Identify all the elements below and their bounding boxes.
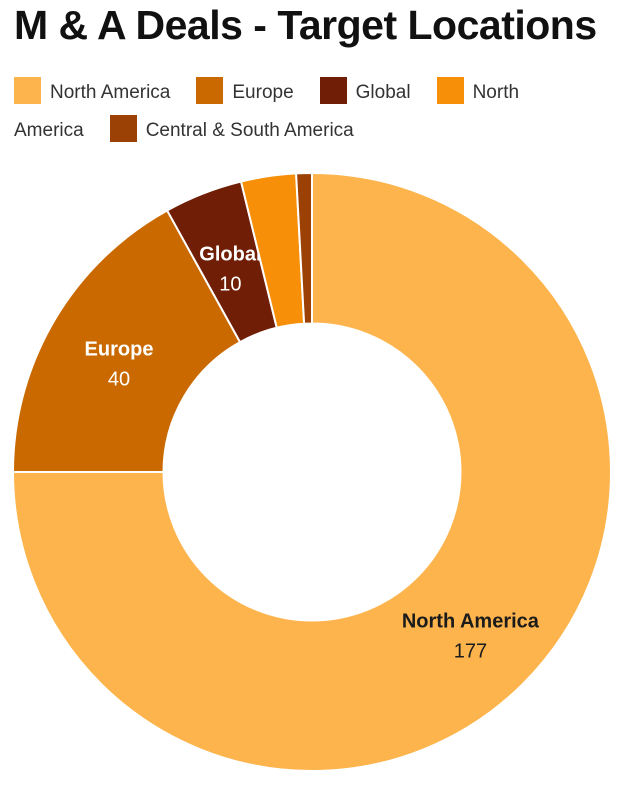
pie-slice-4-central-south-america[interactable] — [295, 172, 313, 325]
legend-swatch-icon — [196, 77, 224, 104]
slice-label-name-global: Global — [199, 243, 261, 265]
legend-swatch-icon — [436, 77, 464, 104]
pie-slice-1-europe[interactable] — [12, 209, 242, 473]
slice-label-name-north-america: North America — [402, 610, 540, 632]
pie-slice-0-north-america[interactable] — [12, 172, 612, 772]
legend-swatch-icon — [14, 77, 41, 104]
legend-label: Europe — [232, 82, 294, 103]
legend-item-3-north-america[interactable]: North America — [14, 77, 520, 141]
slice-label-name-europe: Europe — [85, 338, 154, 360]
legend-swatch-icon — [109, 115, 137, 142]
slice-label-value-global: 10 — [219, 273, 241, 295]
chart-title: M & A Deals - Target Locations — [14, 2, 597, 48]
legend-label: Central & South America — [145, 120, 354, 141]
legend-item-0-north-america[interactable]: North America — [14, 77, 171, 104]
donut-chart: North America 177 Europe 40 Global 10 — [0, 160, 624, 787]
legend-item-2-global[interactable]: Global — [319, 77, 411, 104]
legend: North America Europe Global North America Ce… — [14, 74, 580, 150]
legend-label: Global — [355, 82, 411, 103]
legend-label: North America — [14, 82, 520, 141]
legend-item-1-europe[interactable]: Europe — [196, 77, 294, 104]
slice-label-value-europe: 40 — [108, 368, 130, 390]
legend-swatch-icon — [319, 77, 347, 104]
legend-item-4-central-south-america[interactable]: Central & South America — [109, 115, 354, 142]
slice-label-value-north-america: 177 — [454, 640, 487, 662]
legend-label: North America — [50, 82, 171, 103]
